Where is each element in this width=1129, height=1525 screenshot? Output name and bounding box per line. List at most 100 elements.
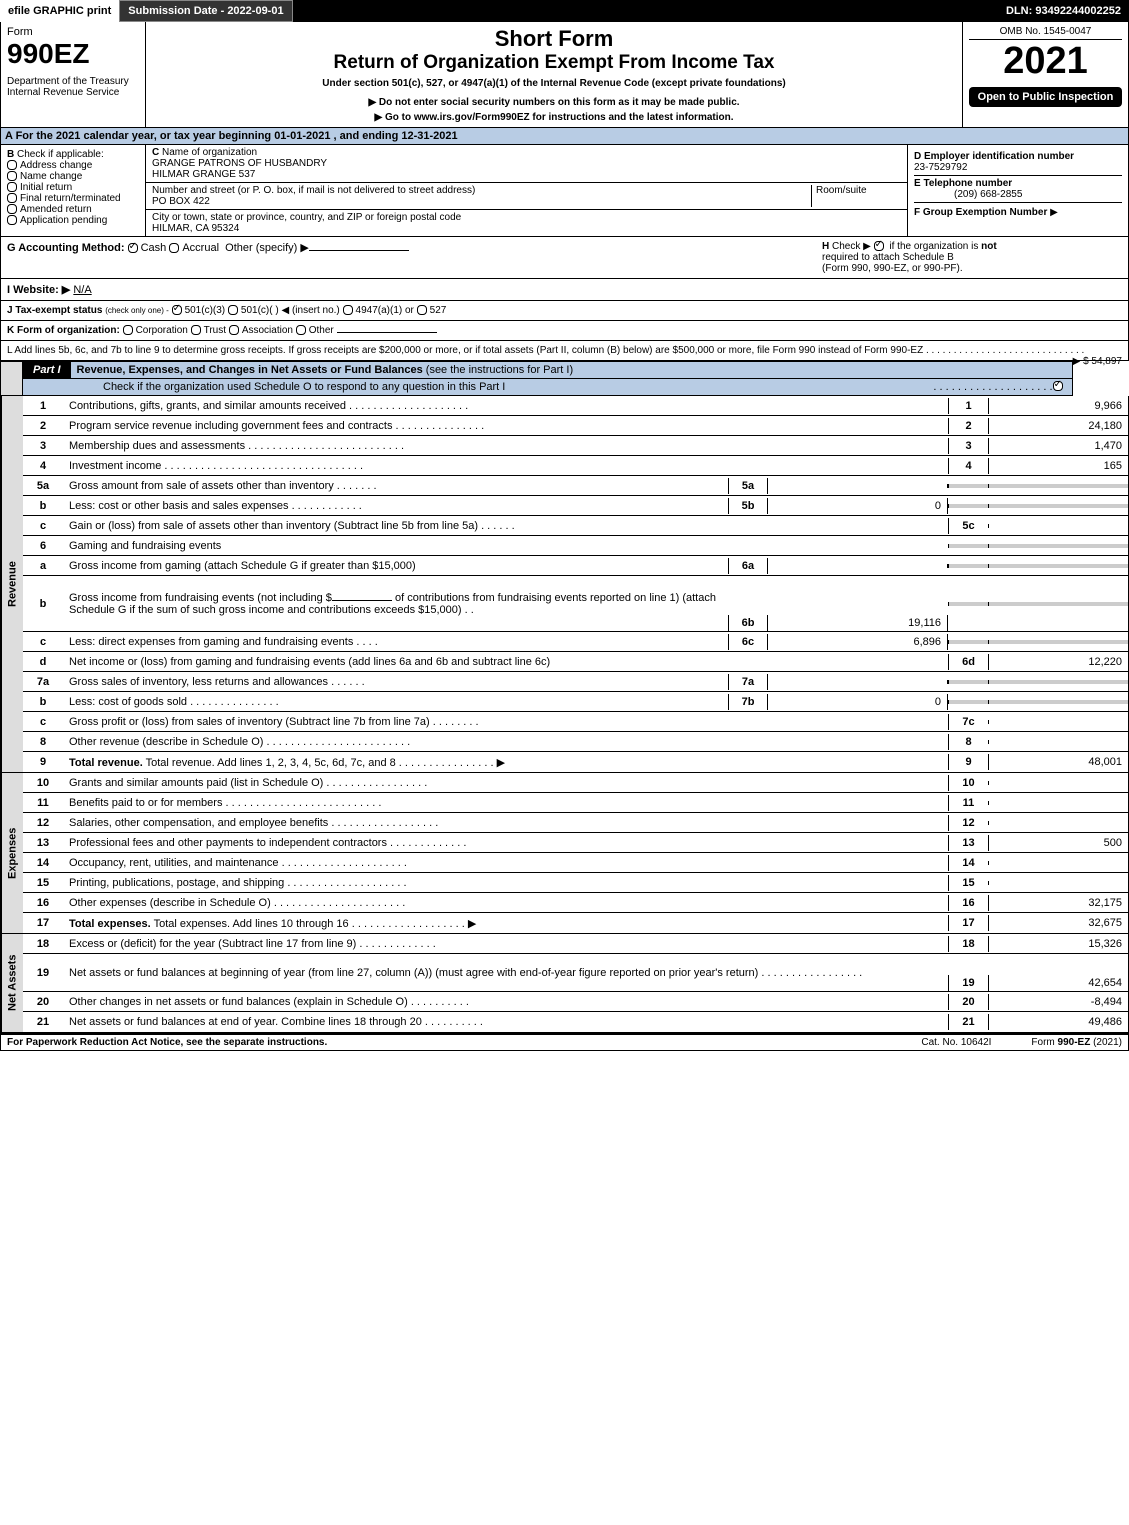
lbl-amended: Amended return xyxy=(20,204,92,215)
l-text: L Add lines 5b, 6c, and 7b to line 9 to … xyxy=(7,345,923,356)
cb-final-return[interactable] xyxy=(7,193,17,203)
cb-501c[interactable] xyxy=(228,305,238,315)
l6c-num: c xyxy=(23,634,63,650)
l18-num: 18 xyxy=(23,936,63,952)
l6d-ref: 6d xyxy=(948,654,988,670)
note-website[interactable]: ▶ Go to www.irs.gov/Form990EZ for instru… xyxy=(152,112,956,123)
l9-val: 48,001 xyxy=(988,754,1128,770)
cb-trust[interactable] xyxy=(191,325,201,335)
part1-side-spacer xyxy=(1,362,23,395)
l18-val: 15,326 xyxy=(988,936,1128,952)
efile-label[interactable]: efile GRAPHIC print xyxy=(0,0,119,22)
cb-527[interactable] xyxy=(417,305,427,315)
l5a-subval xyxy=(768,484,948,488)
l19-desc: Net assets or fund balances at beginning… xyxy=(63,965,948,981)
lbl-address-change: Address change xyxy=(20,160,92,171)
org-name-2: HILMAR GRANGE 537 xyxy=(152,169,255,180)
cb-name-change[interactable] xyxy=(7,171,17,181)
l15-val xyxy=(988,881,1128,885)
ein-val: 23-7529792 xyxy=(914,162,967,173)
omb-number: OMB No. 1545-0047 xyxy=(969,26,1122,40)
l6-num: 6 xyxy=(23,538,63,554)
expenses-side-label: Expenses xyxy=(1,773,23,933)
l6c-ref-shaded xyxy=(948,640,988,644)
lbl-trust: Trust xyxy=(204,325,226,336)
l20-val: -8,494 xyxy=(988,994,1128,1010)
l17-val: 32,675 xyxy=(988,915,1128,931)
h-label: H xyxy=(822,241,829,252)
l7a-ref-shaded xyxy=(948,680,988,684)
l19-val: 42,654 xyxy=(988,975,1128,991)
cb-corp[interactable] xyxy=(123,325,133,335)
cb-assoc[interactable] xyxy=(229,325,239,335)
l5a-val-shaded xyxy=(988,484,1128,488)
lbl-501c3: 501(c)(3) xyxy=(185,305,226,316)
l9-desc: Total revenue. Total revenue. Add lines … xyxy=(63,754,948,771)
cb-501c3[interactable] xyxy=(172,305,182,315)
other-org-input[interactable] xyxy=(337,332,437,333)
k-label: K Form of organization: xyxy=(7,325,120,336)
l5a-ref-shaded xyxy=(948,484,988,488)
lbl-527: 527 xyxy=(430,305,447,316)
cb-amended[interactable] xyxy=(7,204,17,214)
l6b-desc: Gross income from fundraising events (no… xyxy=(63,590,728,618)
cb-other-org[interactable] xyxy=(296,325,306,335)
l5c-num: c xyxy=(23,518,63,534)
title-return: Return of Organization Exempt From Incom… xyxy=(152,52,956,74)
l11-desc: Benefits paid to or for members . . . . … xyxy=(63,795,948,811)
l-amount: ▶ $ 54,897 xyxy=(1073,356,1122,367)
cb-h-not-required[interactable] xyxy=(874,241,884,251)
l8-num: 8 xyxy=(23,734,63,750)
l4-val: 165 xyxy=(988,458,1128,474)
l6d-num: d xyxy=(23,654,63,670)
l16-desc: Other expenses (describe in Schedule O) … xyxy=(63,895,948,911)
section-bcd: B Check if applicable: Address change Na… xyxy=(0,145,1129,237)
lbl-4947: 4947(a)(1) or xyxy=(356,305,414,316)
l1-desc: Contributions, gifts, grants, and simila… xyxy=(63,398,948,414)
netassets-section: Net Assets 18Excess or (deficit) for the… xyxy=(0,934,1129,1033)
l15-ref: 15 xyxy=(948,875,988,891)
cb-app-pending[interactable] xyxy=(7,215,17,225)
cb-address-change[interactable] xyxy=(7,160,17,170)
cb-cash[interactable] xyxy=(128,243,138,253)
l10-ref: 10 xyxy=(948,775,988,791)
l7c-val xyxy=(988,720,1128,724)
l6c-subval: 6,896 xyxy=(768,634,948,650)
l7c-num: c xyxy=(23,714,63,730)
l10-val xyxy=(988,781,1128,785)
room-label: Room/suite xyxy=(816,185,867,196)
l17-desc: Total expenses. Total expenses. Add line… xyxy=(63,915,948,932)
l7c-ref: 7c xyxy=(948,714,988,730)
l6-val-shaded xyxy=(988,544,1128,548)
lbl-cash: Cash xyxy=(141,242,167,254)
street-label: Number and street (or P. O. box, if mail… xyxy=(152,185,475,196)
l5c-val xyxy=(988,524,1128,528)
l7a-val-shaded xyxy=(988,680,1128,684)
l6a-sub: 6a xyxy=(728,558,768,574)
cb-schedule-o[interactable] xyxy=(1053,381,1063,391)
lbl-accrual: Accrual xyxy=(182,242,219,254)
row-gh: G Accounting Method: Cash Accrual Other … xyxy=(0,237,1129,279)
row-a-calendar: A For the 2021 calendar year, or tax yea… xyxy=(0,128,1129,145)
submission-date: Submission Date - 2022-09-01 xyxy=(119,0,292,22)
footer-form: Form 990-EZ (2021) xyxy=(1031,1037,1122,1048)
expenses-section: Expenses 10Grants and similar amounts pa… xyxy=(0,773,1129,934)
row-j-tax-status: J Tax-exempt status (check only one) - 5… xyxy=(0,301,1129,321)
l3-desc: Membership dues and assessments . . . . … xyxy=(63,438,948,454)
l16-val: 32,175 xyxy=(988,895,1128,911)
l7b-val-shaded xyxy=(988,700,1128,704)
cb-initial-return[interactable] xyxy=(7,182,17,192)
name-label: Name of organization xyxy=(162,147,257,158)
phone-val: (209) 668-2855 xyxy=(914,189,1022,200)
l10-num: 10 xyxy=(23,775,63,791)
cb-accrual[interactable] xyxy=(169,243,179,253)
lbl-initial-return: Initial return xyxy=(20,182,72,193)
l6b-blank[interactable] xyxy=(332,600,392,601)
other-method-input[interactable] xyxy=(309,250,409,251)
page-footer: For Paperwork Reduction Act Notice, see … xyxy=(0,1033,1129,1051)
irs-label: Internal Revenue Service xyxy=(7,87,139,98)
row-i-website: I Website: ▶ N/A xyxy=(0,279,1129,301)
l12-val xyxy=(988,821,1128,825)
header-right: OMB No. 1545-0047 2021 Open to Public In… xyxy=(963,22,1128,127)
cb-4947[interactable] xyxy=(343,305,353,315)
